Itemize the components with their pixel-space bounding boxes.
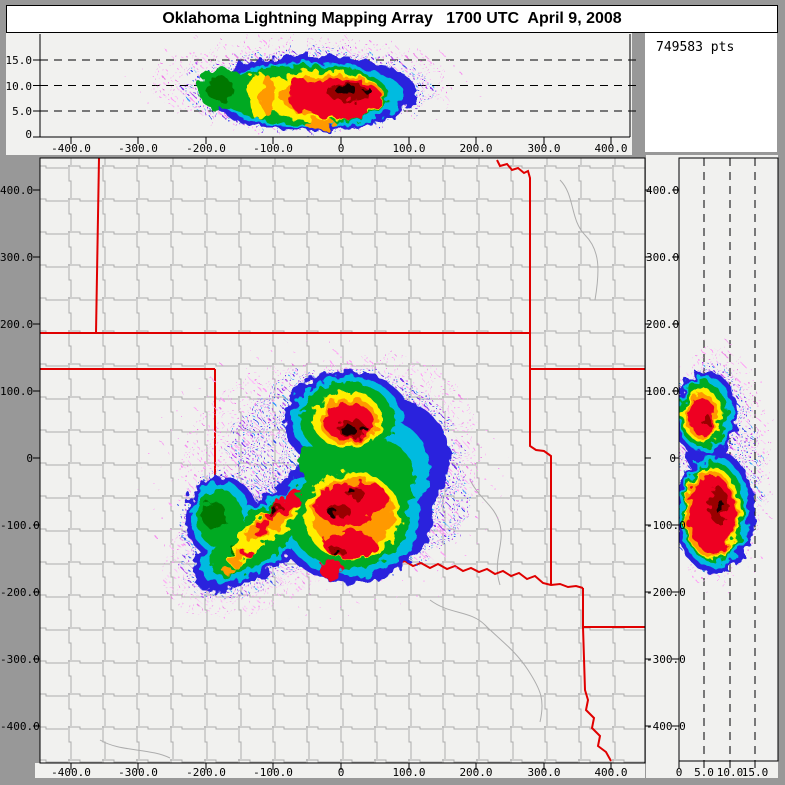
right-y-tick: -200.0 — [646, 586, 686, 599]
top-y-tick: 5.0 — [12, 105, 32, 118]
top-panel-layers[interactable] — [33, 34, 636, 144]
right-y-tick: 0 — [669, 452, 676, 465]
main-y-tick: 400.0 — [0, 184, 34, 197]
right-y-tick: 100.0 — [646, 385, 680, 398]
main-y-tick: 0 — [26, 452, 33, 465]
page-title: Oklahoma Lightning Mapping Array 1700 UT… — [162, 10, 622, 27]
top-y-tick: 0 — [25, 128, 32, 141]
top-y-tick: 10.0 — [5, 80, 33, 93]
right-y-tick: -100.0 — [646, 519, 686, 532]
main-x-tick: -100.0 — [253, 766, 293, 779]
title-bar: Oklahoma Lightning Mapping Array 1700 UT… — [6, 5, 778, 33]
top-x-tick: -400.0 — [51, 142, 91, 155]
map-lightning-density — [140, 340, 510, 620]
top-panel-axes — [33, 34, 636, 144]
main-y-tick: 100.0 — [0, 385, 34, 398]
right-x-tick: 15.0 — [741, 766, 769, 779]
right-x-tick: 0 — [675, 766, 683, 779]
main-x-tick: 300.0 — [527, 766, 561, 779]
right-x-tick: 5.0 — [694, 766, 714, 779]
top-x-tick: 100.0 — [392, 142, 426, 155]
main-x-tick: 100.0 — [392, 766, 426, 779]
main-map-frame — [33, 157, 651, 770]
right-lightning-density — [679, 336, 778, 600]
top-x-tick: -300.0 — [118, 142, 158, 155]
main-x-tick: -400.0 — [51, 766, 91, 779]
points-counter-box: 749583 pts — [645, 33, 777, 152]
top-x-tick: 400.0 — [594, 142, 628, 155]
main-x-tick: -200.0 — [186, 766, 226, 779]
top-x-tick: -100.0 — [253, 142, 293, 155]
main-y-tick: -400.0 — [0, 720, 40, 733]
points-count: 749583 pts — [656, 40, 735, 55]
top-lightning-density — [120, 35, 480, 135]
main-y-tick: 300.0 — [0, 251, 34, 264]
right-x-tick: 10.0 — [716, 766, 744, 779]
main-y-tick: -200.0 — [0, 586, 40, 599]
right-y-tick: -400.0 — [646, 720, 686, 733]
main-y-tick: -300.0 — [0, 653, 40, 666]
main-y-tick: 200.0 — [0, 318, 34, 331]
main-x-tick: 200.0 — [459, 766, 493, 779]
right-panel-layers[interactable] — [650, 157, 779, 768]
top-x-tick: 300.0 — [527, 142, 561, 155]
main-x-tick: -300.0 — [118, 766, 158, 779]
top-y-tick: 15.0 — [5, 54, 33, 67]
main-x-tick: 0 — [337, 766, 345, 779]
right-panel-frame — [672, 157, 779, 768]
main-x-tick: 400.0 — [594, 766, 628, 779]
right-y-tick: 200.0 — [646, 318, 680, 331]
top-x-tick: -200.0 — [186, 142, 226, 155]
right-y-tick: 300.0 — [646, 251, 680, 264]
top-x-tick: 200.0 — [459, 142, 493, 155]
main-y-tick: -100.0 — [0, 519, 40, 532]
right-y-tick: -300.0 — [646, 653, 686, 666]
right-y-tick: 400.0 — [646, 184, 680, 197]
top-x-tick: 0 — [337, 142, 345, 155]
main-map-layers[interactable] — [33, 157, 651, 770]
